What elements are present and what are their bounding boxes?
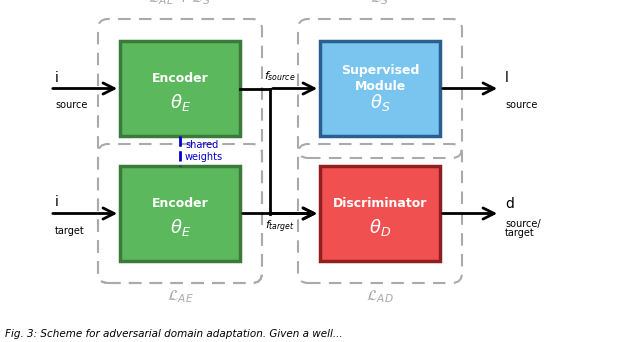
Text: source: source xyxy=(505,101,538,110)
Text: target: target xyxy=(55,225,84,236)
Text: Discriminator: Discriminator xyxy=(333,197,427,210)
FancyBboxPatch shape xyxy=(120,41,240,136)
Text: $\theta_E$: $\theta_E$ xyxy=(170,92,191,113)
Text: $\theta_S$: $\theta_S$ xyxy=(370,92,390,113)
Text: Encoder: Encoder xyxy=(152,197,209,210)
FancyBboxPatch shape xyxy=(320,41,440,136)
Text: $f_{source}$: $f_{source}$ xyxy=(264,70,296,83)
Text: $\theta_D$: $\theta_D$ xyxy=(369,217,391,238)
Text: l: l xyxy=(505,71,509,86)
Text: source/: source/ xyxy=(505,219,541,228)
Text: $\mathcal{L}_{AD}$: $\mathcal{L}_{AD}$ xyxy=(366,288,394,305)
Text: Fig. 3: Scheme for adversarial domain adaptation. Given a well...: Fig. 3: Scheme for adversarial domain ad… xyxy=(5,329,342,339)
Text: d: d xyxy=(505,197,514,211)
Text: source: source xyxy=(55,101,88,110)
Text: $f_{target}$: $f_{target}$ xyxy=(265,219,295,235)
Text: shared
weights: shared weights xyxy=(185,140,223,162)
Text: Encoder: Encoder xyxy=(152,72,209,85)
Text: i: i xyxy=(55,196,59,210)
Text: $\mathcal{L}_{AE}$: $\mathcal{L}_{AE}$ xyxy=(166,288,193,305)
Text: target: target xyxy=(505,228,535,238)
Text: i: i xyxy=(55,70,59,84)
Text: $\theta_E$: $\theta_E$ xyxy=(170,217,191,238)
Text: $\mathcal{L}_{S}$: $\mathcal{L}_{S}$ xyxy=(371,0,390,7)
Text: Supervised
Module: Supervised Module xyxy=(341,64,419,93)
FancyBboxPatch shape xyxy=(120,166,240,261)
FancyBboxPatch shape xyxy=(320,166,440,261)
Text: $\mathcal{L}_{AE} + \mathcal{L}_{S}$: $\mathcal{L}_{AE} + \mathcal{L}_{S}$ xyxy=(148,0,212,7)
